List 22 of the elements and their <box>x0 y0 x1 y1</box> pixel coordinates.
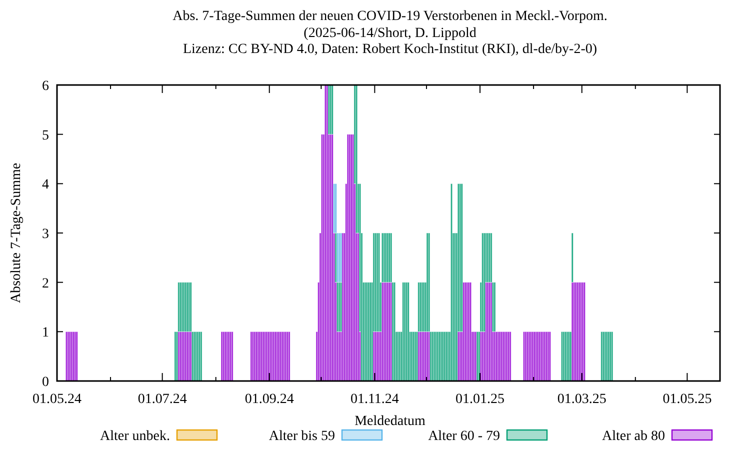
y-tick-label: 0 <box>42 375 49 390</box>
legend-label: Alter 60 - 79 <box>428 429 500 444</box>
legend-label: Alter ab 80 <box>602 429 665 444</box>
x-tick-label: 01.01.25 <box>456 392 505 407</box>
y-tick-label: 1 <box>42 326 49 341</box>
x-tick-label: 01.05.25 <box>662 392 712 407</box>
y-axis-title: Absolute 7-Tage-Summe <box>9 162 24 304</box>
y-tick-label: 3 <box>42 227 49 242</box>
y-tick-label: 2 <box>42 276 49 292</box>
x-tick-label: 01.05.24 <box>32 392 82 407</box>
x-tick-label: 01.11.24 <box>350 392 399 407</box>
x-tick-label: 01.03.25 <box>557 392 606 407</box>
x-tick-label: 01.09.24 <box>244 392 294 407</box>
y-tick-label: 4 <box>42 178 49 193</box>
y-tick-label: 5 <box>42 128 49 144</box>
chart-title: Abs. 7-Tage-Summen der neuen COVID-19 Verstorbenen in Meckl.-Vorpom. <box>172 9 608 24</box>
y-tick-label: 6 <box>42 79 49 94</box>
legend-label: Alter bis 59 <box>268 429 335 444</box>
x-axis-title: Meldedatum <box>354 414 426 429</box>
x-tick-label: 01.07.24 <box>138 392 187 407</box>
chart-subtitle: (2025-06-14/Short, D. Lippold Lizenz: CC BY-ND 4.0, Daten: Robert Koch-Institut (RKI), dl-de/by-2-0) <box>182 26 598 57</box>
legend-label: Alter unbek. <box>100 429 170 444</box>
